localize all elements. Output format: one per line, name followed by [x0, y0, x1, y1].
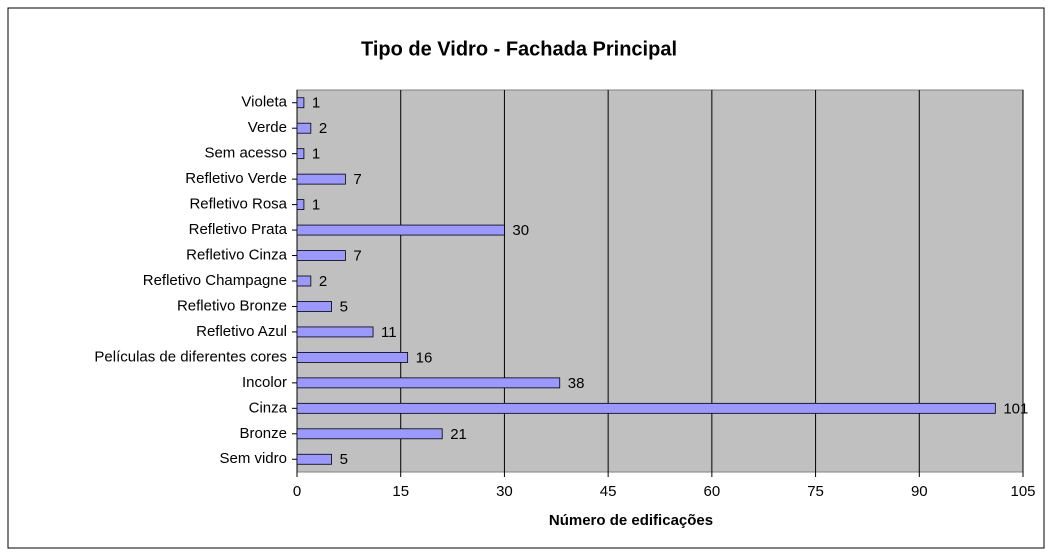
data-label: 11: [381, 324, 397, 341]
data-label: 1: [312, 197, 320, 214]
y-tick-label: Películas de diferentes cores: [94, 348, 287, 365]
x-axis-label: Número de edificações: [549, 512, 713, 529]
x-tick-label: 30: [496, 483, 513, 500]
bar: [296, 326, 374, 338]
data-label: 5: [340, 451, 348, 468]
data-label: 38: [568, 375, 585, 392]
y-tick-label: Refletivo Champagne: [143, 272, 287, 289]
bar: [296, 377, 561, 389]
chart-title: Tipo de Vidro - Fachada Principal: [361, 38, 677, 60]
y-tick-label: Violeta: [241, 94, 287, 111]
bar: [296, 250, 346, 261]
data-label: 5: [340, 298, 348, 315]
data-label: 7: [353, 171, 361, 188]
bar: [296, 428, 443, 440]
bar: [296, 173, 346, 185]
y-tick-label: Refletivo Azul: [196, 323, 287, 340]
bar: [296, 148, 305, 160]
x-tick-label: 0: [293, 483, 301, 500]
y-tick-label: Verde: [248, 119, 287, 136]
x-tick-label: 60: [704, 483, 721, 500]
bar: [296, 275, 312, 287]
data-label: 30: [512, 222, 529, 239]
x-tick-label: 105: [1010, 483, 1035, 500]
bar: [296, 402, 996, 414]
data-label: 7: [353, 248, 361, 265]
y-tick-label: Cinza: [249, 399, 288, 416]
bar: [296, 97, 305, 109]
data-label: 1: [312, 95, 320, 112]
plot-area: [296, 89, 1024, 473]
data-label: 16: [416, 349, 433, 366]
y-tick-label: Refletivo Cinza: [186, 247, 288, 264]
y-tick-label: Incolor: [242, 374, 287, 391]
bar: [296, 301, 332, 312]
y-tick-label: Refletivo Rosa: [189, 196, 287, 213]
bar: [296, 453, 332, 465]
y-tick-label: Bronze: [239, 425, 287, 442]
bar: [296, 351, 409, 363]
data-label: 21: [450, 426, 467, 443]
y-tick-label: Sem acesso: [204, 145, 287, 162]
x-tick-label: 90: [911, 483, 928, 500]
y-tick-label: Sem vidro: [219, 450, 287, 467]
y-tick-label: Refletivo Bronze: [177, 297, 287, 314]
y-tick-label: Refletivo Verde: [185, 170, 287, 187]
x-tick-label: 45: [600, 483, 617, 500]
data-label: 101: [1003, 400, 1028, 417]
x-tick-label: 15: [392, 483, 409, 500]
bar: [296, 224, 505, 236]
x-tick-label: 75: [807, 483, 824, 500]
data-label: 1: [312, 146, 320, 163]
y-tick-label: Refletivo Prata: [189, 221, 288, 238]
bar: [296, 122, 312, 134]
data-label: 2: [319, 273, 327, 290]
bar: [296, 199, 305, 211]
data-label: 2: [319, 120, 327, 137]
